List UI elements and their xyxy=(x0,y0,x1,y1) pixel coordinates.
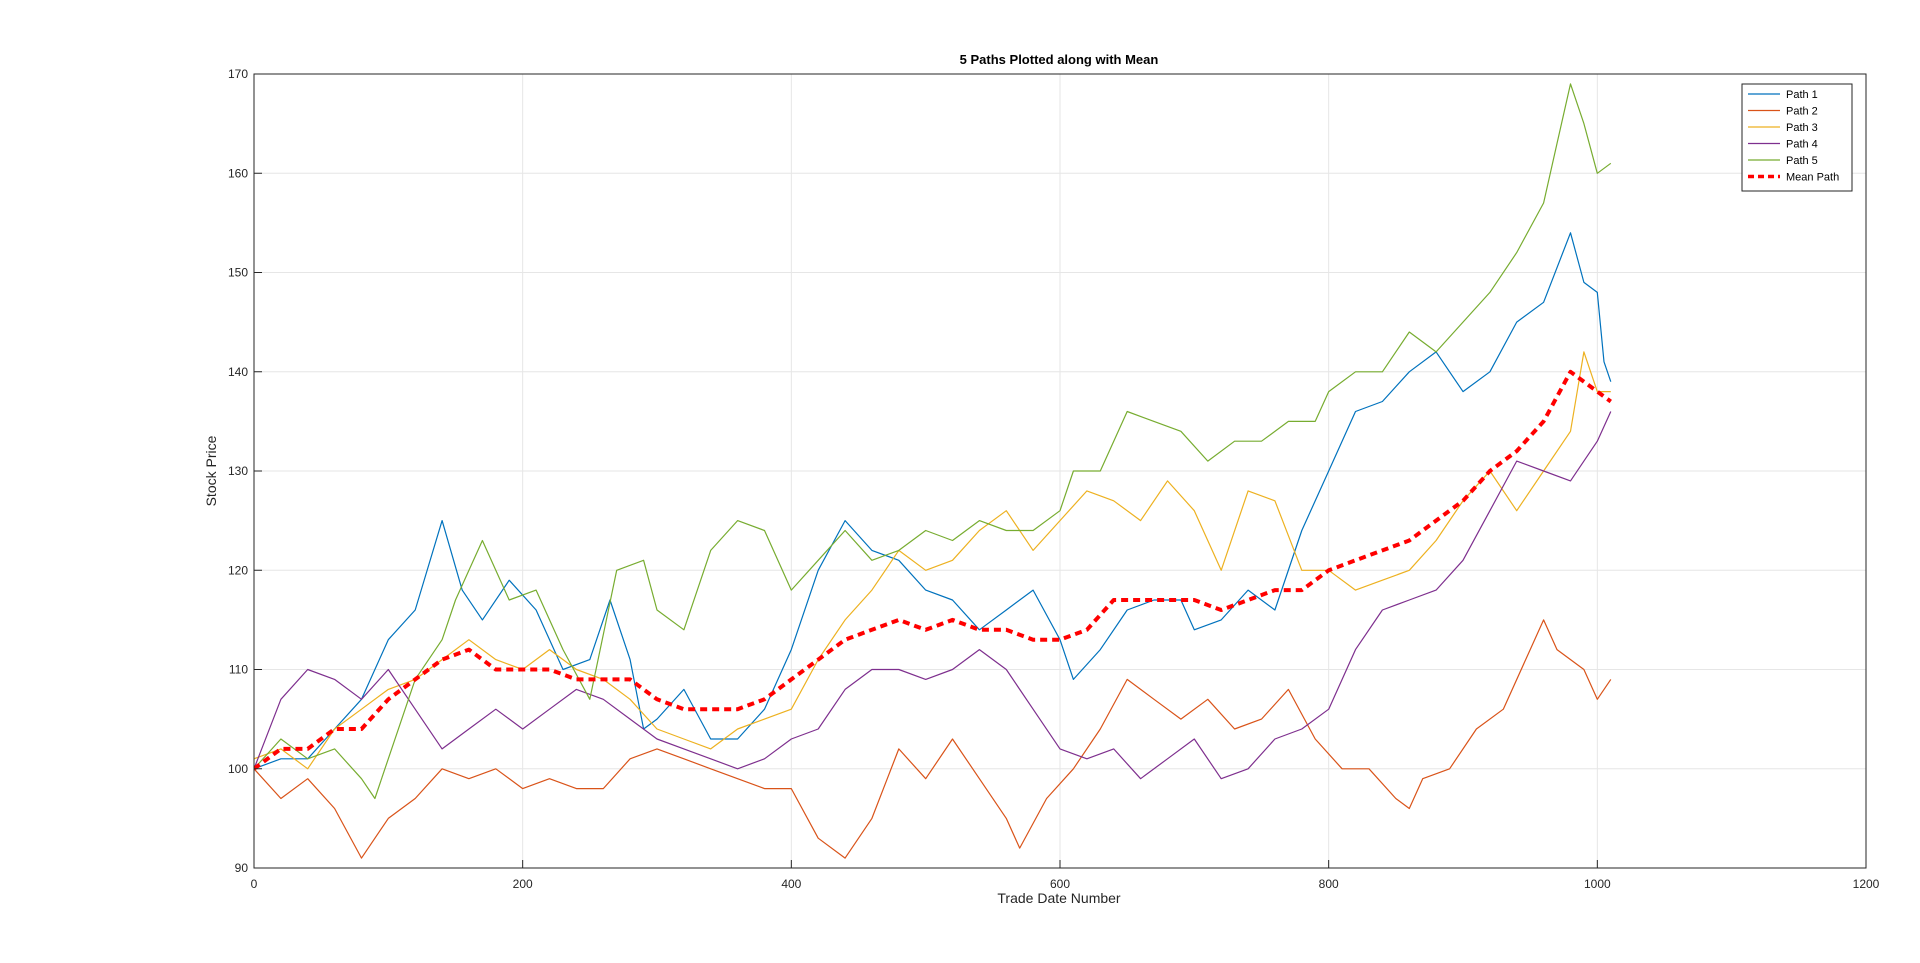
legend-label: Path 1 xyxy=(1786,89,1818,101)
y-tick-label: 100 xyxy=(228,762,248,776)
x-tick-label: 1200 xyxy=(1853,877,1880,891)
legend-label: Path 3 xyxy=(1786,122,1818,134)
x-axis-label: Trade Date Number xyxy=(997,890,1121,906)
x-tick-label: 1000 xyxy=(1584,877,1611,891)
chart-title: 5 Paths Plotted along with Mean xyxy=(960,52,1159,67)
y-tick-label: 120 xyxy=(228,563,248,577)
series-layer xyxy=(254,83,1612,859)
legend: Path 1 Path 2 Path 3 Path 4 Path 5 Mean Path xyxy=(1741,83,1853,192)
x-tick-label: 400 xyxy=(781,877,801,891)
legend-label: Path 5 xyxy=(1786,155,1818,167)
legend-label: Path 4 xyxy=(1786,139,1818,151)
y-tick-label: 170 xyxy=(228,67,248,81)
y-tick-label: 140 xyxy=(228,365,248,379)
y-tick-label: 160 xyxy=(228,166,248,180)
y-tick-label: 130 xyxy=(228,464,248,478)
y-tick-label: 150 xyxy=(228,266,248,280)
series-line-path-1 xyxy=(254,232,1612,770)
y-axis-label: Stock Price xyxy=(203,435,219,506)
series-line-path-5 xyxy=(254,83,1612,800)
x-tick-label: 600 xyxy=(1050,877,1070,891)
series-line-path-2 xyxy=(254,619,1612,859)
x-tick-label: 800 xyxy=(1319,877,1339,891)
legend-label: Path 2 xyxy=(1786,106,1818,118)
series-line-path-3 xyxy=(254,351,1611,770)
legend-box xyxy=(1741,83,1853,192)
y-tick-label: 110 xyxy=(229,663,248,677)
x-tick-label: 200 xyxy=(513,877,533,891)
axes-ticks: 0 200 400 600 800 1000 1200 90 100 110 120 130 140 15… xyxy=(228,67,1880,891)
y-tick-label: 90 xyxy=(235,861,249,875)
series-line-mean-path xyxy=(254,369,1612,771)
series-line-path-4 xyxy=(254,411,1612,780)
legend-label: Mean Path xyxy=(1786,172,1839,184)
x-tick-label: 0 xyxy=(251,877,258,891)
